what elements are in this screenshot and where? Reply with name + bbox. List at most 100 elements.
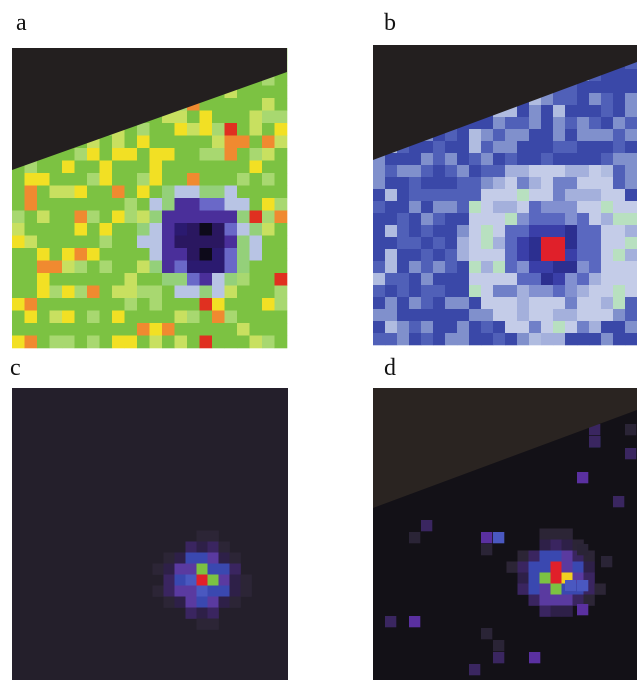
pixel (87, 211, 100, 224)
pixel (150, 173, 163, 186)
pixel (505, 141, 517, 153)
pixel (409, 273, 421, 285)
pixel (469, 333, 481, 345)
pixel (505, 261, 517, 273)
pixel (212, 336, 225, 349)
pixel (373, 321, 385, 333)
pixel (613, 201, 625, 213)
pixel (625, 93, 637, 105)
pixel (433, 213, 445, 225)
pixel (529, 273, 541, 285)
pixel (125, 198, 138, 211)
pixel (200, 248, 213, 261)
panel-label: a (16, 10, 27, 36)
pixel (37, 336, 50, 349)
pixel (577, 201, 589, 213)
pixel (87, 148, 100, 161)
pixel (565, 249, 577, 261)
pixel (457, 285, 469, 297)
pixel (200, 323, 213, 336)
pixel (421, 520, 432, 531)
pixel (125, 273, 138, 286)
pixel (186, 542, 197, 553)
pixel (457, 129, 469, 141)
pixel (397, 309, 409, 321)
pixel (541, 105, 553, 117)
pixel (230, 564, 241, 575)
pixel (100, 161, 113, 174)
pixel (100, 261, 113, 274)
pixel (50, 186, 63, 199)
pixel (409, 333, 421, 345)
pixel (212, 248, 225, 261)
pixel (493, 297, 505, 309)
pixel (125, 161, 138, 174)
pixel (137, 211, 150, 224)
pixel (529, 177, 541, 189)
pixel (433, 285, 445, 297)
pixel (208, 619, 219, 630)
pixel (551, 573, 562, 584)
pixel (565, 225, 577, 237)
pixel (385, 261, 397, 273)
pixel (421, 177, 433, 189)
pixel (187, 286, 200, 299)
pixel (25, 298, 38, 311)
pixel (137, 236, 150, 249)
pixel (433, 177, 445, 189)
pixel (62, 186, 75, 199)
pixel (529, 333, 541, 345)
pixel (457, 165, 469, 177)
pixel (208, 586, 219, 597)
pixel (421, 309, 433, 321)
pixel (577, 261, 589, 273)
pixel (208, 531, 219, 542)
pixel (237, 198, 250, 211)
pixel (175, 123, 188, 136)
pixel (505, 249, 517, 261)
pixel (275, 298, 288, 311)
pixel (162, 186, 175, 199)
pixel (493, 261, 505, 273)
pixel (262, 273, 275, 286)
pixel (445, 321, 457, 333)
pixel (150, 311, 163, 324)
pixel (175, 575, 186, 586)
pixel (445, 213, 457, 225)
pixel (553, 213, 565, 225)
pixel (237, 186, 250, 199)
pixel (613, 93, 625, 105)
pixel (112, 161, 125, 174)
pixel (409, 237, 421, 249)
pixel (445, 165, 457, 177)
pixel (397, 285, 409, 297)
pixel (445, 201, 457, 213)
pixel (12, 298, 25, 311)
pixel (493, 640, 504, 651)
pixel (237, 136, 250, 149)
pixel (75, 261, 88, 274)
pixel (219, 542, 230, 553)
pixel (469, 249, 481, 261)
pixel (175, 148, 188, 161)
pixel (397, 273, 409, 285)
pixel (385, 273, 397, 285)
pixel (87, 311, 100, 324)
pixel (577, 225, 589, 237)
pixel (601, 81, 613, 93)
pixel (197, 608, 208, 619)
pixel (397, 225, 409, 237)
pixel (212, 148, 225, 161)
pixel (175, 198, 188, 211)
pixel (137, 223, 150, 236)
pixel (75, 323, 88, 336)
pixel (25, 273, 38, 286)
pixel (433, 261, 445, 273)
pixel (613, 117, 625, 129)
pixel (397, 261, 409, 273)
pixel (613, 105, 625, 117)
pixel (625, 309, 637, 321)
pixel (493, 213, 505, 225)
pixel (589, 321, 601, 333)
pixel (87, 161, 100, 174)
